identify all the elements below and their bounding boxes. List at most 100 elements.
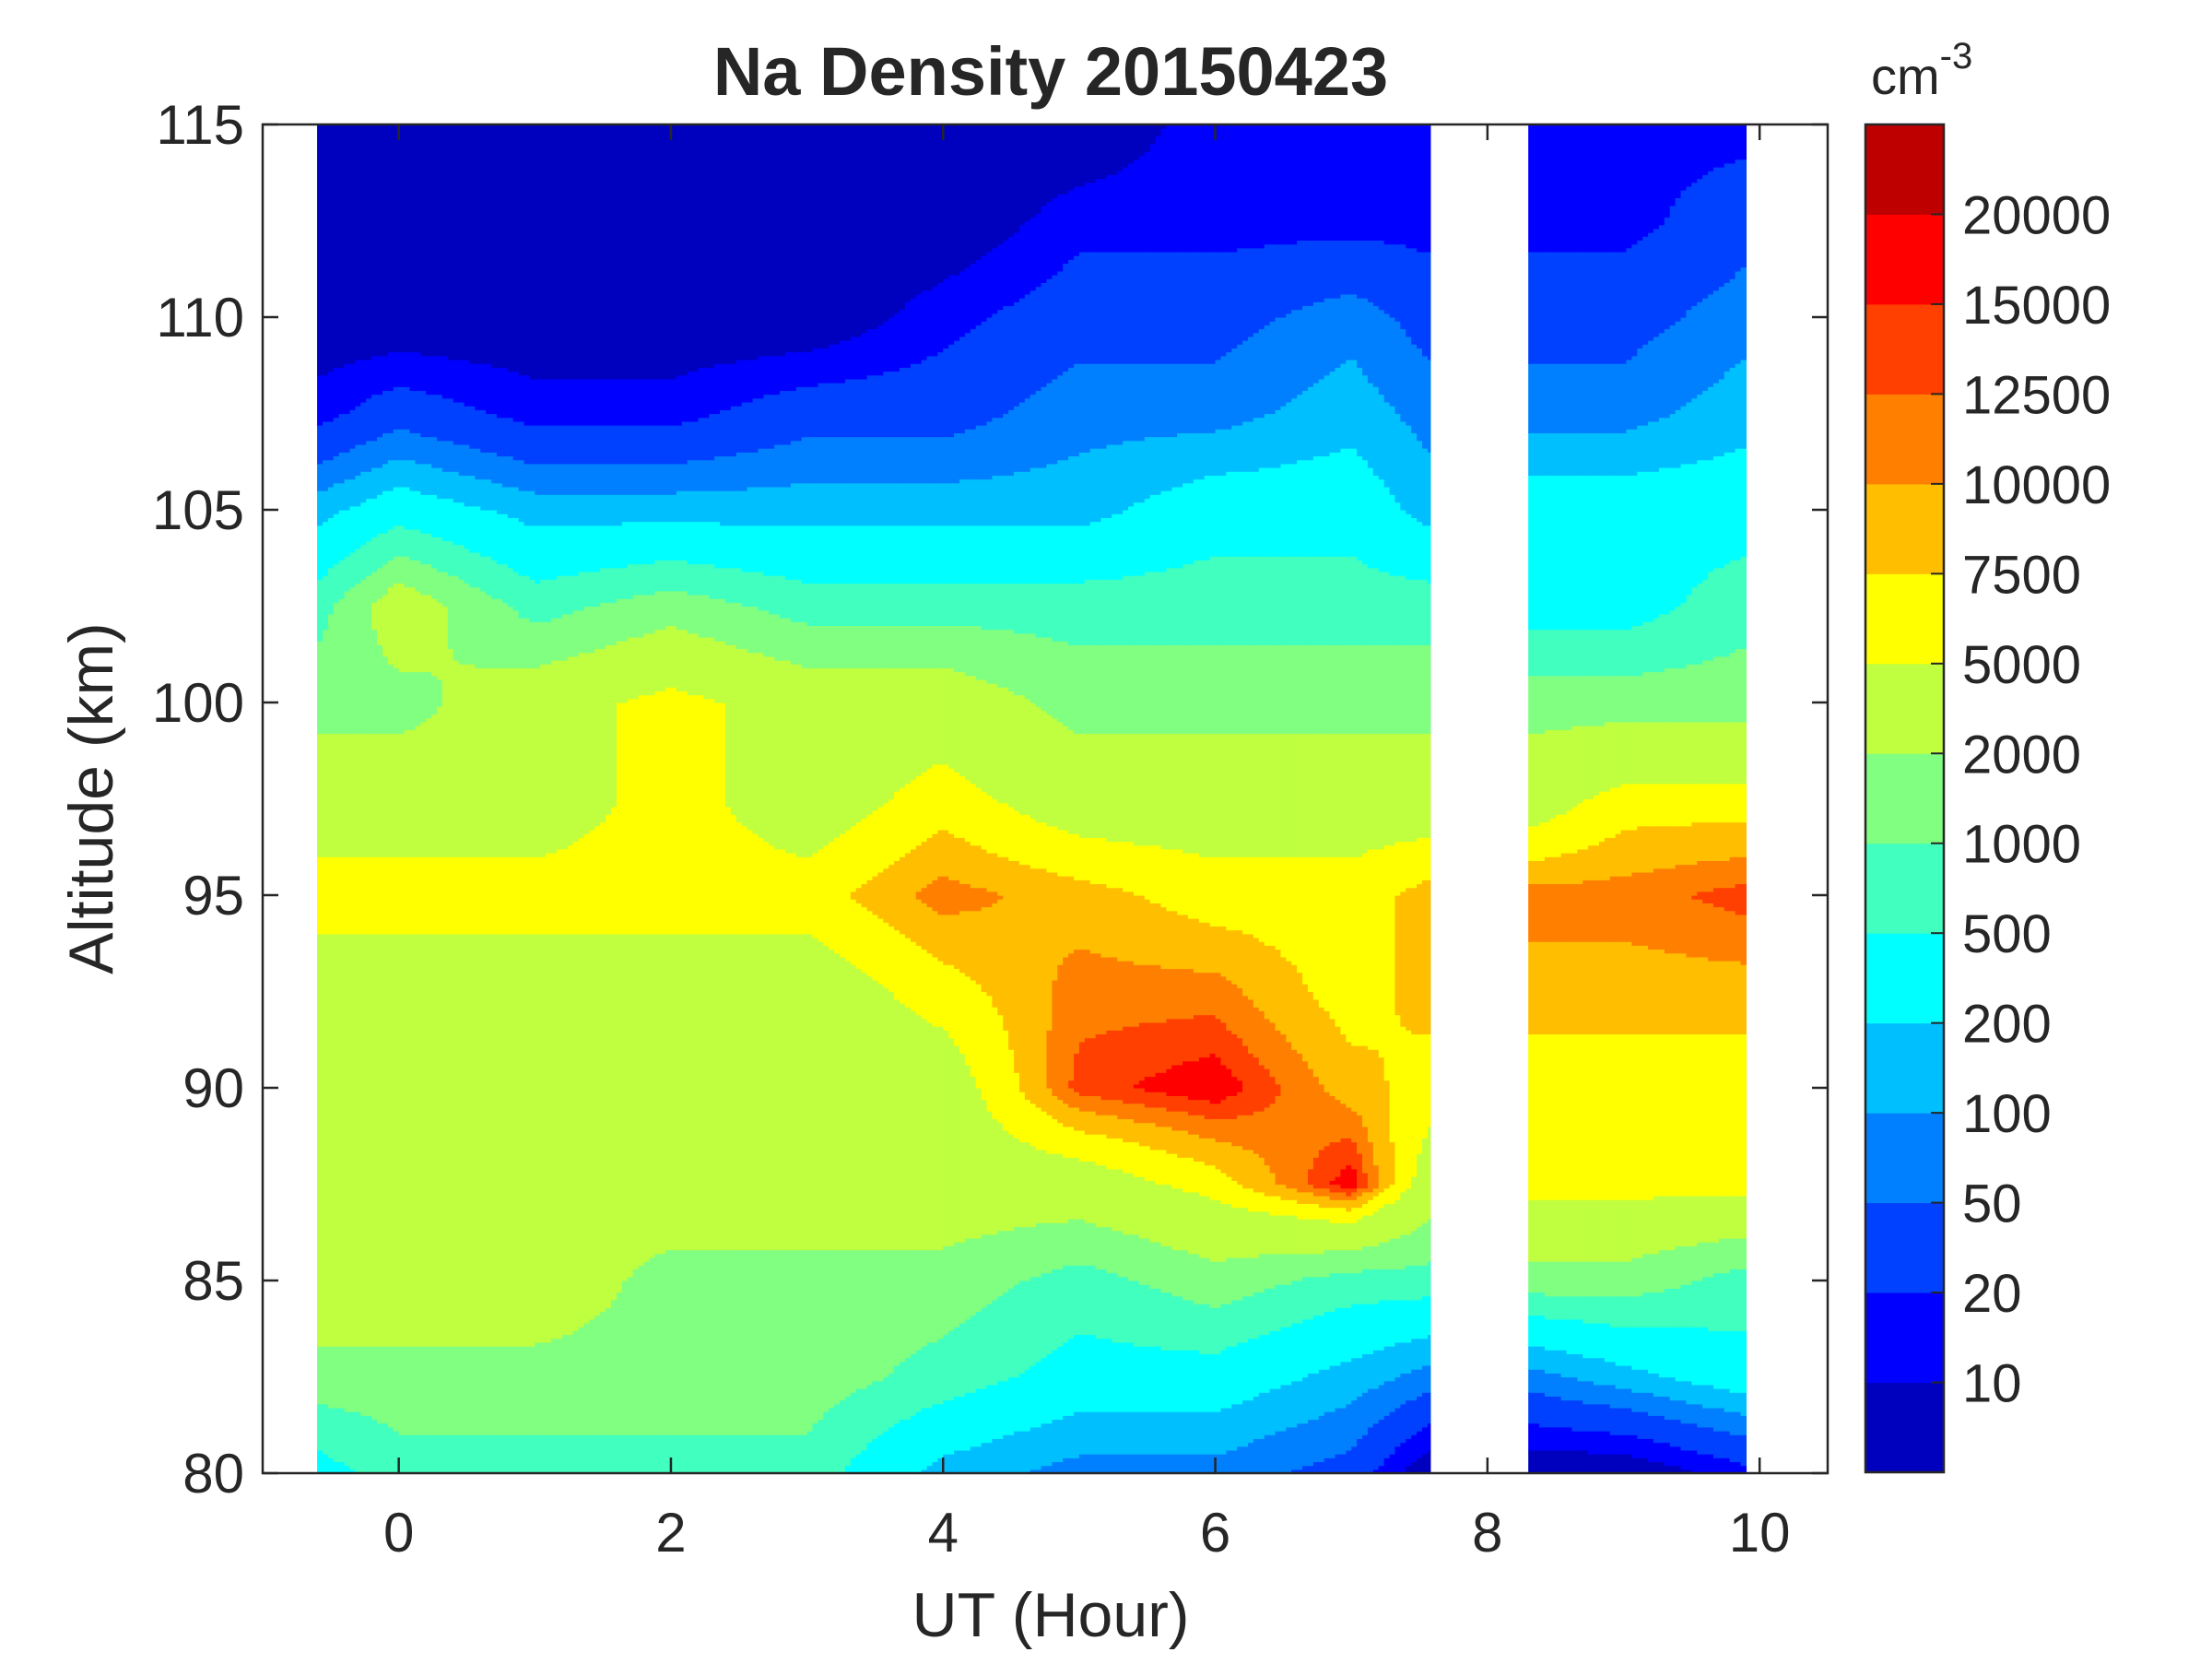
contour-cell: [1117, 1168, 1124, 1232]
contour-cell: [404, 1346, 411, 1435]
contour-cell: [496, 598, 503, 668]
contour-cell: [1577, 475, 1583, 631]
contour-cell: [818, 436, 824, 484]
contour-cell: [861, 332, 868, 380]
contour-cell: [529, 378, 535, 426]
contour-cell: [1312, 1187, 1320, 1197]
contour-cell: [572, 463, 580, 495]
contour-cell: [1307, 1276, 1314, 1320]
contour-cell: [681, 521, 688, 561]
contour-cell: [1367, 1353, 1374, 1389]
contour-cell: [567, 124, 574, 380]
contour-cell: [1378, 1191, 1385, 1209]
contour-cell: [1708, 124, 1714, 171]
contour-cell: [1160, 906, 1168, 970]
contour-cell: [1307, 1191, 1314, 1204]
contour-cell: [1286, 1327, 1292, 1386]
contour-cell: [387, 560, 394, 588]
contour-cell: [1100, 363, 1108, 449]
contour-cell: [1302, 556, 1309, 645]
contour-cell: [1691, 895, 1698, 900]
contour-cell: [377, 567, 383, 599]
contour-cell: [763, 933, 770, 1251]
contour-cell: [964, 1392, 971, 1451]
contour-cell: [741, 490, 748, 526]
contour-cell: [1264, 556, 1271, 645]
contour-cell: [1100, 1411, 1108, 1455]
contour-cell: [943, 1399, 949, 1455]
contour-cell: [1074, 1129, 1080, 1158]
contour-cell: [937, 525, 944, 584]
contour-cell: [1577, 1033, 1583, 1200]
contour-cell: [556, 660, 563, 850]
contour-cell: [1653, 1442, 1660, 1463]
contour-cell: [1318, 1187, 1325, 1197]
contour-cell: [1318, 124, 1325, 241]
contour-cell: [1406, 644, 1412, 735]
contour-cell: [877, 1249, 884, 1382]
contour-cell: [1035, 1276, 1042, 1363]
contour-cell: [926, 1249, 934, 1343]
contour-cell: [1302, 1376, 1309, 1424]
contour-cell: [681, 420, 688, 465]
contour-cell: [1598, 432, 1606, 476]
colorbar-tick-label: 20000: [1962, 185, 2111, 245]
contour-cell: [1367, 567, 1374, 645]
contour-cell: [1604, 721, 1611, 792]
contour-cell: [621, 933, 629, 1281]
contour-cell: [1648, 871, 1654, 950]
contour-cell: [1188, 1157, 1194, 1193]
contour-cell: [850, 436, 857, 484]
contour-cell: [1555, 1350, 1562, 1374]
contour-cell: [507, 933, 514, 1347]
contour-cell: [1014, 1284, 1020, 1378]
contour-cell: [1560, 1318, 1568, 1351]
contour-cell: [1653, 949, 1660, 1035]
x-axis-label: UT (Hour): [912, 1580, 1190, 1650]
contour-cell: [741, 606, 748, 650]
contour-cell: [1220, 1454, 1227, 1474]
contour-cell: [1626, 675, 1632, 723]
contour-cell: [1718, 1272, 1725, 1331]
contour-cell: [1631, 1457, 1638, 1474]
contour-cell: [850, 625, 857, 668]
contour-cell: [1406, 579, 1412, 645]
contour-cell: [464, 505, 471, 549]
contour-cell: [959, 837, 966, 885]
contour-cell: [1372, 124, 1380, 241]
contour-cell: [1318, 856, 1325, 1008]
contour-cell: [850, 124, 857, 337]
contour-cell: [1346, 1249, 1352, 1274]
contour-cell: [883, 371, 889, 438]
contour-cell: [1648, 1253, 1654, 1293]
contour-cell: [1626, 1407, 1632, 1435]
contour-cell: [1166, 1411, 1172, 1455]
contour-cell: [1231, 1207, 1238, 1258]
contour-cell: [1226, 471, 1232, 557]
contour-cell: [1226, 644, 1232, 735]
contour-cell: [355, 505, 361, 549]
contour-cell: [1041, 467, 1048, 526]
contour-cell: [1528, 124, 1535, 253]
contour-cell: [1106, 1030, 1112, 1101]
contour-cell: [1117, 443, 1124, 514]
contour-cell: [1372, 305, 1380, 387]
contour-cell: [855, 1388, 863, 1455]
contour-cell: [709, 636, 715, 700]
contour-cell: [1588, 251, 1594, 364]
contour-cell: [1035, 636, 1042, 707]
contour-cell: [1389, 575, 1396, 645]
contour-cell: [1609, 1407, 1617, 1435]
contour-cell: [877, 482, 884, 526]
contour-cell: [524, 425, 530, 465]
contour-cell: [780, 660, 786, 850]
contour-cell: [1318, 1461, 1325, 1474]
contour-cell: [872, 667, 878, 811]
contour-cell: [1166, 1126, 1172, 1154]
contour-cell: [964, 1064, 971, 1239]
contour-cell: [349, 409, 357, 449]
contour-cell: [660, 1434, 666, 1474]
contour-cell: [877, 918, 884, 985]
contour-cell: [556, 1434, 563, 1474]
contour-cell: [1041, 282, 1048, 387]
